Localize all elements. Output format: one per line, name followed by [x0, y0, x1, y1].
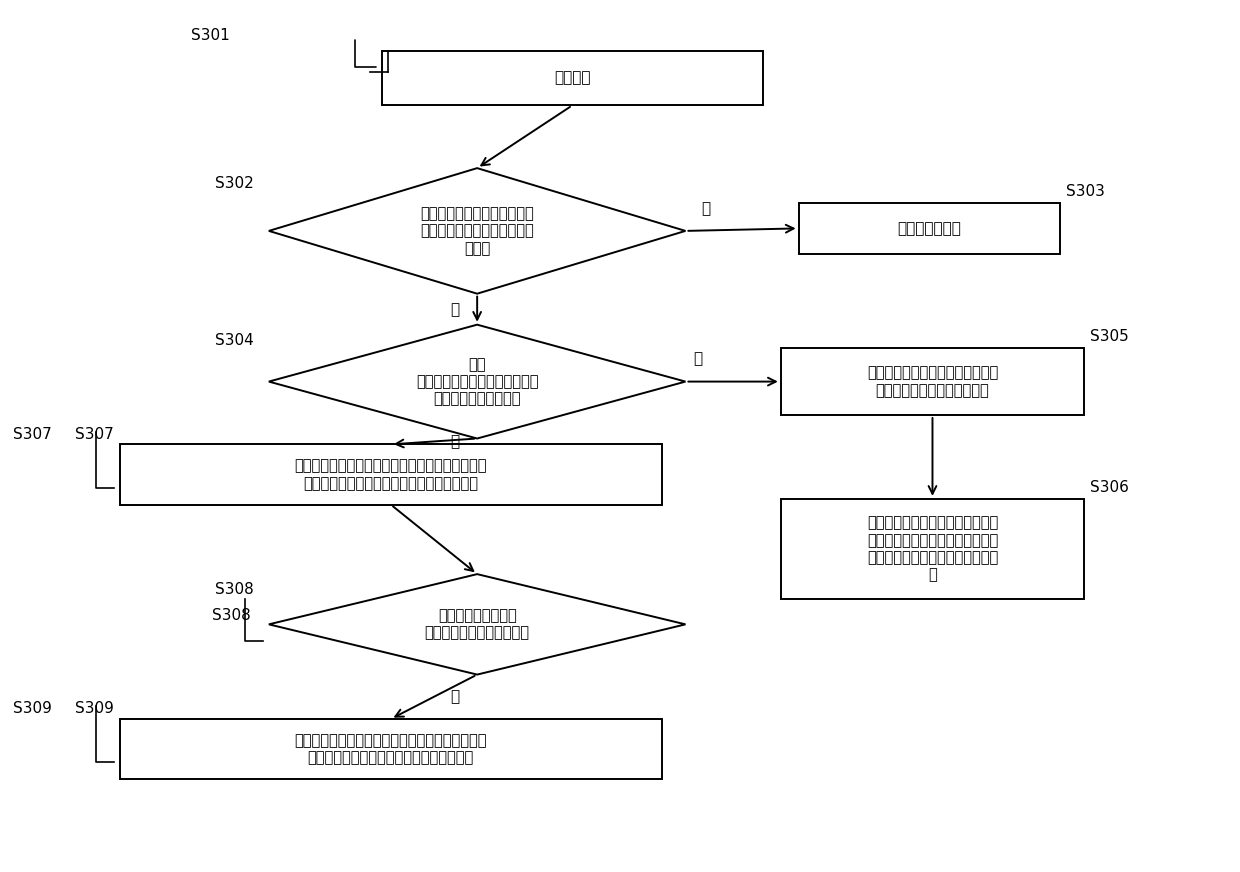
Text: 将接收到的短信的特征向量与预设
的垃圾短信的关键字进行匹配: 将接收到的短信的特征向量与预设 的垃圾短信的关键字进行匹配	[867, 365, 998, 398]
Bar	[382, 51, 763, 106]
Text: 是: 是	[450, 689, 459, 705]
Text: 接收短信: 接收短信	[554, 71, 590, 85]
Text: 获取发送方的标识信息，判断
该标识信息是否在白名单或黑
名单中: 获取发送方的标识信息，判断 该标识信息是否在白名单或黑 名单中	[420, 206, 534, 255]
Bar	[120, 719, 662, 780]
Text: S306: S306	[1090, 480, 1130, 494]
Text: S309: S309	[12, 701, 52, 717]
Bar	[799, 203, 1060, 254]
Text: S307: S307	[12, 427, 52, 442]
Text: 直接拦截或放行: 直接拦截或放行	[898, 221, 961, 236]
Bar	[781, 499, 1084, 599]
Text: 否: 否	[450, 302, 459, 317]
Text: S305: S305	[1090, 329, 1128, 344]
Text: 否: 否	[693, 351, 702, 366]
Text: S301: S301	[191, 28, 231, 43]
Text: 判断最大相似度是否
大于或等于第一相似度阈值: 判断最大相似度是否 大于或等于第一相似度阈值	[424, 608, 529, 641]
Polygon shape	[269, 574, 686, 675]
Text: 若关键字相匹配，则将接收到的短
信发送至人工审核平台；若关键字
不匹配，则将接收到的短信直接放
行: 若关键字相匹配，则将接收到的短 信发送至人工审核平台；若关键字 不匹配，则将接收…	[867, 515, 998, 582]
Text: S303: S303	[1066, 184, 1105, 199]
Bar	[120, 445, 662, 505]
Text: S309: S309	[76, 701, 114, 717]
Text: 采用与最大相似度相对应的标准短信模板的处理方
式相同的处理方式对接收到的短信进行处理: 采用与最大相似度相对应的标准短信模板的处理方 式相同的处理方式对接收到的短信进行…	[295, 732, 487, 766]
Text: S308: S308	[212, 609, 250, 623]
Text: S307: S307	[76, 427, 114, 442]
Text: S302: S302	[216, 176, 254, 192]
Text: S304: S304	[216, 333, 254, 348]
Text: S308: S308	[216, 582, 254, 597]
Polygon shape	[269, 324, 686, 439]
Polygon shape	[269, 168, 686, 294]
Text: 获取
短信特征向量，判断与标准短信
模板特征向量是否匹配: 获取 短信特征向量，判断与标准短信 模板特征向量是否匹配	[415, 357, 538, 406]
Text: 获取所保存的所有具有相同特征向量的标准短信模
板，计算与短信的特征向量之间的最大相似度: 获取所保存的所有具有相同特征向量的标准短信模 板，计算与短信的特征向量之间的最大…	[295, 459, 487, 491]
Text: 是: 是	[450, 434, 459, 449]
Text: 是: 是	[702, 201, 711, 216]
Bar	[781, 348, 1084, 415]
